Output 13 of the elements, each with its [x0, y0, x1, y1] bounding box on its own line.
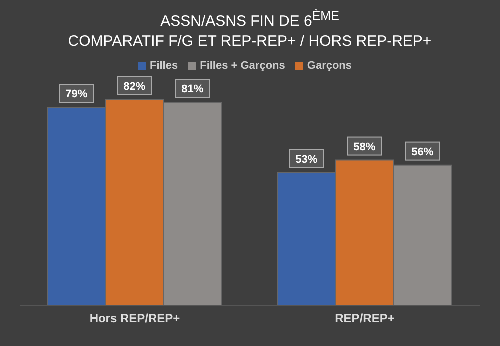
data-label: 53% — [296, 154, 318, 166]
data-label: 79% — [66, 88, 88, 101]
chart-title: ASSN/ASNS FIN DE 6$^{ÈME}$ — [160, 8, 340, 32]
data-label: 56% — [412, 146, 434, 158]
legend-label: Filles — [150, 60, 178, 72]
data-label: 82% — [124, 81, 146, 93]
x-tick-label: REP/REP+ — [335, 312, 395, 326]
chart-subtitle: COMPARATIF F/G ET REP-REP+ / HORS REP-REP+ — [67, 32, 433, 52]
legend-label: Garçons — [307, 60, 352, 72]
data-label: 58% — [354, 141, 376, 154]
legend-label: Filles + Garçons — [200, 60, 286, 72]
data-label: 81% — [182, 84, 204, 96]
x-tick-label: Hors REP/REP+ — [90, 312, 180, 326]
